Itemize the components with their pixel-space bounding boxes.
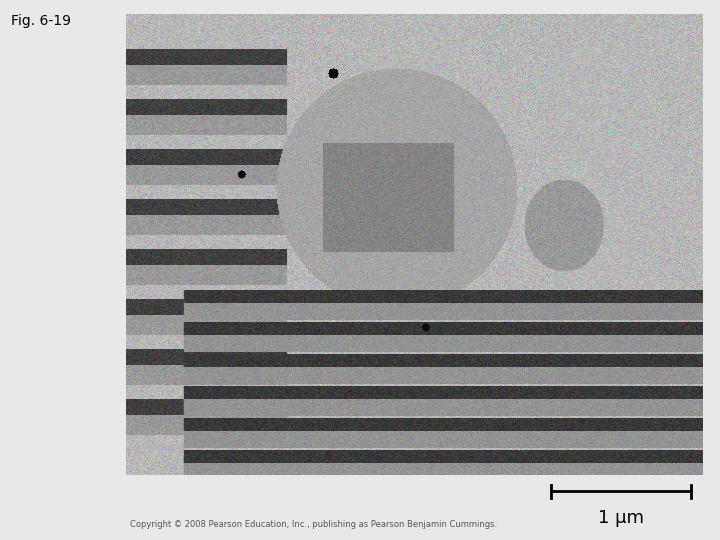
Text: Copyright © 2008 Pearson Education, Inc., publishing as Pearson Benjamin Cumming: Copyright © 2008 Pearson Education, Inc.… — [130, 520, 497, 529]
Text: Peroxisome: Peroxisome — [469, 122, 587, 140]
Text: 1 µm: 1 µm — [598, 509, 644, 526]
Text: Chloroplast: Chloroplast — [469, 104, 585, 122]
Text: Fig. 6-19: Fig. 6-19 — [11, 14, 71, 28]
Text: Mitochondrion: Mitochondrion — [541, 143, 687, 161]
